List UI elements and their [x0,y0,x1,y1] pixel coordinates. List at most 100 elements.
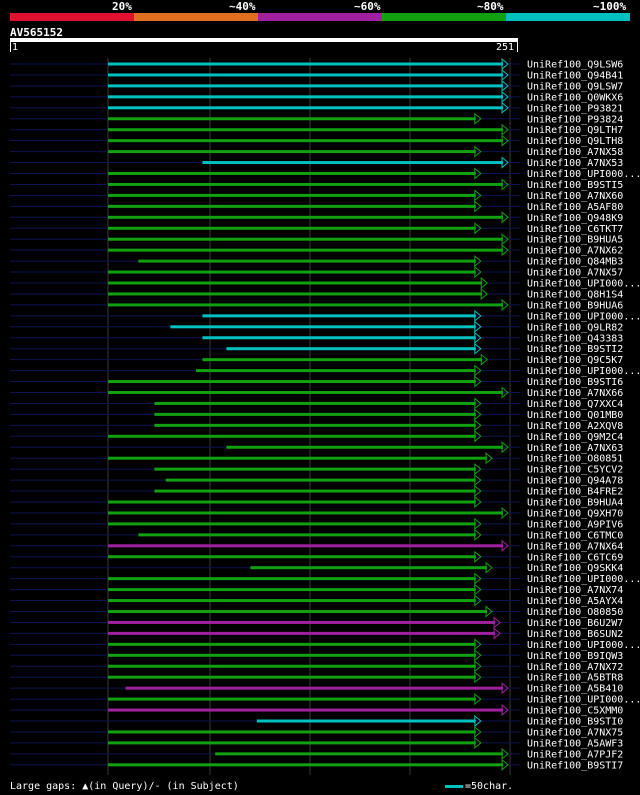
hit-label[interactable]: UniRef100_A7NX72 [527,662,623,673]
hit-row[interactable]: UniRef100_C6TC69 [10,550,623,564]
hit-label[interactable]: UniRef100_B4FRE2 [527,487,623,498]
hit-bar[interactable] [256,719,476,723]
hit-row[interactable]: UniRef100_A7NX62 [10,244,623,257]
hit-label[interactable]: UniRef100_A5AYX4 [527,596,623,607]
hit-bar[interactable] [108,380,476,384]
hit-label[interactable]: UniRef100_P93824 [527,114,623,125]
hit-label[interactable]: UniRef100_A5B410 [527,684,623,695]
hit-label[interactable]: UniRef100_O80851 [527,454,623,465]
hit-label[interactable]: UniRef100_A7NX63 [527,443,623,454]
hit-bar[interactable] [108,226,476,230]
hit-row[interactable]: UniRef100_B9STI2 [10,342,623,356]
hit-bar[interactable] [196,369,476,373]
hit-row[interactable]: UniRef100_A7NX72 [10,660,623,673]
hit-row[interactable]: UniRef100_Q948K9 [10,211,623,224]
hit-bar[interactable] [202,161,503,165]
hit-row[interactable]: UniRef100_Q9LSW7 [10,79,623,93]
hit-row[interactable]: UniRef100_A7PJF2 [10,747,623,761]
hit-row[interactable]: UniRef100_Q9LSW6 [10,57,623,71]
hit-bar[interactable] [108,763,503,767]
hit-bar[interactable] [108,697,476,701]
hit-label[interactable]: UniRef100_UPI000... [527,695,640,706]
hit-bar[interactable] [202,358,483,362]
hit-label[interactable]: UniRef100_UPI000... [527,311,640,322]
hit-label[interactable]: UniRef100_C6TMC0 [527,530,623,541]
hit-label[interactable]: UniRef100_B9STI0 [527,717,623,728]
hit-bar[interactable] [108,117,476,121]
hit-label[interactable]: UniRef100_B9HUA4 [527,498,623,509]
hit-bar[interactable] [154,401,476,405]
hit-row[interactable]: UniRef100_A5AWF3 [10,736,623,750]
hit-bar[interactable] [108,150,476,154]
hit-bar[interactable] [108,204,476,208]
hit-bar[interactable] [108,555,476,559]
hit-bar[interactable] [108,456,487,460]
hit-bar[interactable] [108,675,476,679]
hit-row[interactable]: UniRef100_B6U2W7 [10,616,623,629]
hit-bar[interactable] [108,500,476,504]
hit-row[interactable]: UniRef100_Q9LTH8 [10,134,623,148]
hit-label[interactable]: UniRef100_C5XMM0 [527,706,623,717]
hit-bar[interactable] [108,281,483,285]
hit-label[interactable]: UniRef100_A7NX66 [527,388,623,399]
hit-row[interactable]: UniRef100_Q9M2C4 [10,430,623,443]
hit-bar[interactable] [108,631,495,635]
hit-bar[interactable] [108,303,503,307]
hit-row[interactable]: UniRef100_A7NX57 [10,265,623,279]
hit-bar[interactable] [108,511,503,515]
hit-row[interactable]: UniRef100_C6TMC0 [10,528,623,542]
hit-label[interactable]: UniRef100_Q8H1S4 [527,289,623,300]
hit-bar[interactable] [108,730,476,734]
hit-bar[interactable] [154,412,476,416]
hit-bar[interactable] [108,62,503,66]
hit-bar[interactable] [226,445,503,449]
hit-bar[interactable] [108,128,503,132]
hit-label[interactable]: UniRef100_A2XQV8 [527,421,623,432]
hit-row[interactable]: UniRef100_A7NX53 [10,156,623,170]
hit-label[interactable]: UniRef100_A5BTR8 [527,673,623,684]
hit-label[interactable]: UniRef100_C6TKT7 [527,224,623,235]
hit-label[interactable]: UniRef100_A7NX75 [527,727,623,738]
hit-bar[interactable] [108,270,476,274]
hit-row[interactable]: UniRef100_A7NX60 [10,189,623,202]
hit-label[interactable]: UniRef100_Q9M2C4 [527,432,623,443]
hit-label[interactable]: UniRef100_Q9XH70 [527,508,623,519]
hit-bar[interactable] [108,588,476,592]
hit-row[interactable]: UniRef100_Q9LTH7 [10,123,623,137]
hit-bar[interactable] [108,522,476,526]
hit-label[interactable]: UniRef100_Q43383 [527,333,623,344]
hit-label[interactable]: UniRef100_A7NX53 [527,158,623,169]
hit-label[interactable]: UniRef100_A5AF80 [527,202,623,213]
hit-label[interactable]: UniRef100_Q9SKK4 [527,563,623,574]
hit-label[interactable]: UniRef100_Q84MB3 [527,257,623,268]
hit-label[interactable]: UniRef100_UPI000... [527,279,640,290]
hit-bar[interactable] [108,215,503,219]
hit-label[interactable]: UniRef100_C6TC69 [527,552,623,563]
hit-label[interactable]: UniRef100_Q7XXC4 [527,399,623,410]
hit-bar[interactable] [250,566,487,570]
hit-label[interactable]: UniRef100_B9HUA6 [527,300,623,311]
hit-label[interactable]: UniRef100_Q9LSW6 [527,60,623,71]
hit-label[interactable]: UniRef100_B9IQW3 [527,651,623,662]
hit-row[interactable]: UniRef100_B4FRE2 [10,484,623,498]
hit-row[interactable]: UniRef100_UPI000... [10,638,640,651]
hit-row[interactable]: UniRef100_Q7XXC4 [10,397,623,410]
hit-bar[interactable] [170,325,476,329]
hit-row[interactable]: UniRef100_UPI000... [10,572,640,586]
hit-label[interactable]: UniRef100_B9STI5 [527,180,623,191]
hit-bar[interactable] [108,653,476,657]
hit-label[interactable]: UniRef100_UPI000... [527,640,640,651]
hit-bar[interactable] [154,467,476,471]
hit-bar[interactable] [125,686,503,690]
hit-row[interactable]: UniRef100_O80850 [10,605,623,619]
hit-label[interactable]: UniRef100_O80850 [527,607,623,618]
hit-row[interactable]: UniRef100_B9STI6 [10,375,623,389]
hit-row[interactable]: UniRef100_Q9LR82 [10,320,623,334]
hit-bar[interactable] [108,182,503,186]
hit-bar[interactable] [108,139,503,143]
hit-row[interactable]: UniRef100_P93821 [10,101,623,115]
hit-bar[interactable] [108,642,476,646]
hit-row[interactable]: UniRef100_A7NX75 [10,725,623,739]
hit-row[interactable]: UniRef100_Q9C5K7 [10,353,623,367]
hit-bar[interactable] [202,336,476,340]
